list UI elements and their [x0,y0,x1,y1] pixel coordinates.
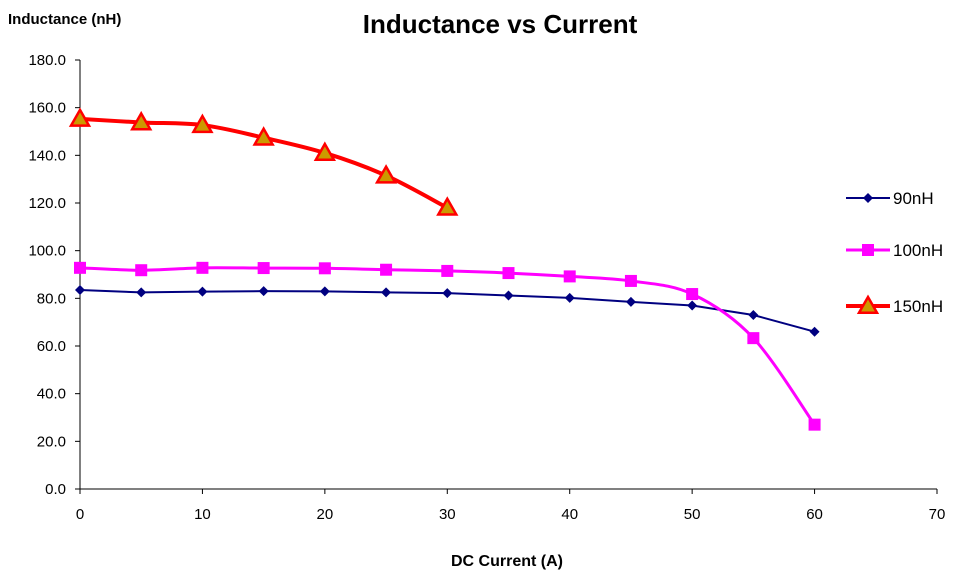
data-point-90nh [197,286,208,297]
data-point-90nh [809,326,820,337]
data-point-150nh [191,113,214,134]
data-point-100nh [257,262,270,275]
x-tick-label: 30 [439,506,456,523]
legend-label-90nh: 90nH [893,189,934,208]
chart-title: Inductance vs Current [363,9,638,39]
data-point-90nh [503,290,514,301]
data-point-100nh [808,418,821,431]
x-tick-label: 20 [317,506,334,523]
data-point-150nh [252,126,275,146]
y-tick-label: 80.0 [37,290,66,307]
data-point-100nh [624,274,637,287]
y-tick-label: 120.0 [28,195,66,212]
data-point-100nh [380,263,393,276]
data-point-100nh [441,264,454,277]
series-90nh [75,284,820,337]
data-point-150nh [436,196,459,216]
data-point-150nh [130,110,153,131]
data-point-90nh [748,310,759,321]
x-tick-label: 60 [806,506,823,523]
data-point-90nh [564,292,575,303]
y-tick-label: 20.0 [37,433,66,450]
data-point-100nh [74,261,86,274]
data-point-90nh [258,286,269,297]
y-tick-label: 100.0 [28,243,66,260]
legend-entry-90nh: 90nH [846,189,934,208]
data-point-90nh [442,288,453,299]
series-100nh [74,261,821,431]
data-point-150nh [313,141,337,161]
data-point-90nh [687,300,698,311]
data-point-100nh [196,261,209,274]
data-point-90nh [75,284,85,295]
y-tick-label: 180.0 [28,52,66,69]
data-point-150nh [68,107,92,127]
axes: 0.0 20.0 40.0 60.0 80.0 100.0 120.0 140.0 160.0 1… [28,52,945,523]
data-point-100nh [318,262,331,275]
data-point-90nh [136,287,147,298]
legend-entry-100nh: 100nH [846,241,943,260]
y-axis-label: Inductance (nH) [8,11,121,28]
x-tick-label: 10 [194,506,211,523]
data-point-90nh [319,286,330,297]
x-tick-label: 40 [561,506,578,523]
x-tick-label: 50 [684,506,701,523]
data-point-90nh [381,287,392,298]
legend-marker-100nh [862,244,874,256]
data-point-150nh [374,164,398,184]
data-point-100nh [686,288,699,301]
y-tick-label: 0.0 [45,481,66,498]
data-point-90nh [625,296,636,307]
x-tick-label: 70 [929,506,946,523]
series-layer [68,107,821,431]
y-tick-label: 60.0 [37,338,66,355]
legend-entry-150nh: 150nH [846,294,943,316]
y-tick-label: 40.0 [37,386,66,403]
y-tick-label: 140.0 [28,147,66,164]
data-point-100nh [135,264,148,277]
data-point-100nh [747,332,760,345]
legend-marker-150nh [856,294,880,314]
x-axis-label: DC Current (A) [451,553,563,570]
legend-label-100nh: 100nH [893,241,943,260]
legend-label-150nh: 150nH [893,297,943,316]
series-150nh [68,107,459,216]
y-tick-label: 160.0 [28,100,66,117]
legend-marker-90nh [863,193,873,203]
legend: 90nH 100nH 150nH [846,189,943,316]
data-point-100nh [563,270,576,283]
data-point-100nh [502,267,515,280]
x-tick-label: 0 [76,506,84,523]
